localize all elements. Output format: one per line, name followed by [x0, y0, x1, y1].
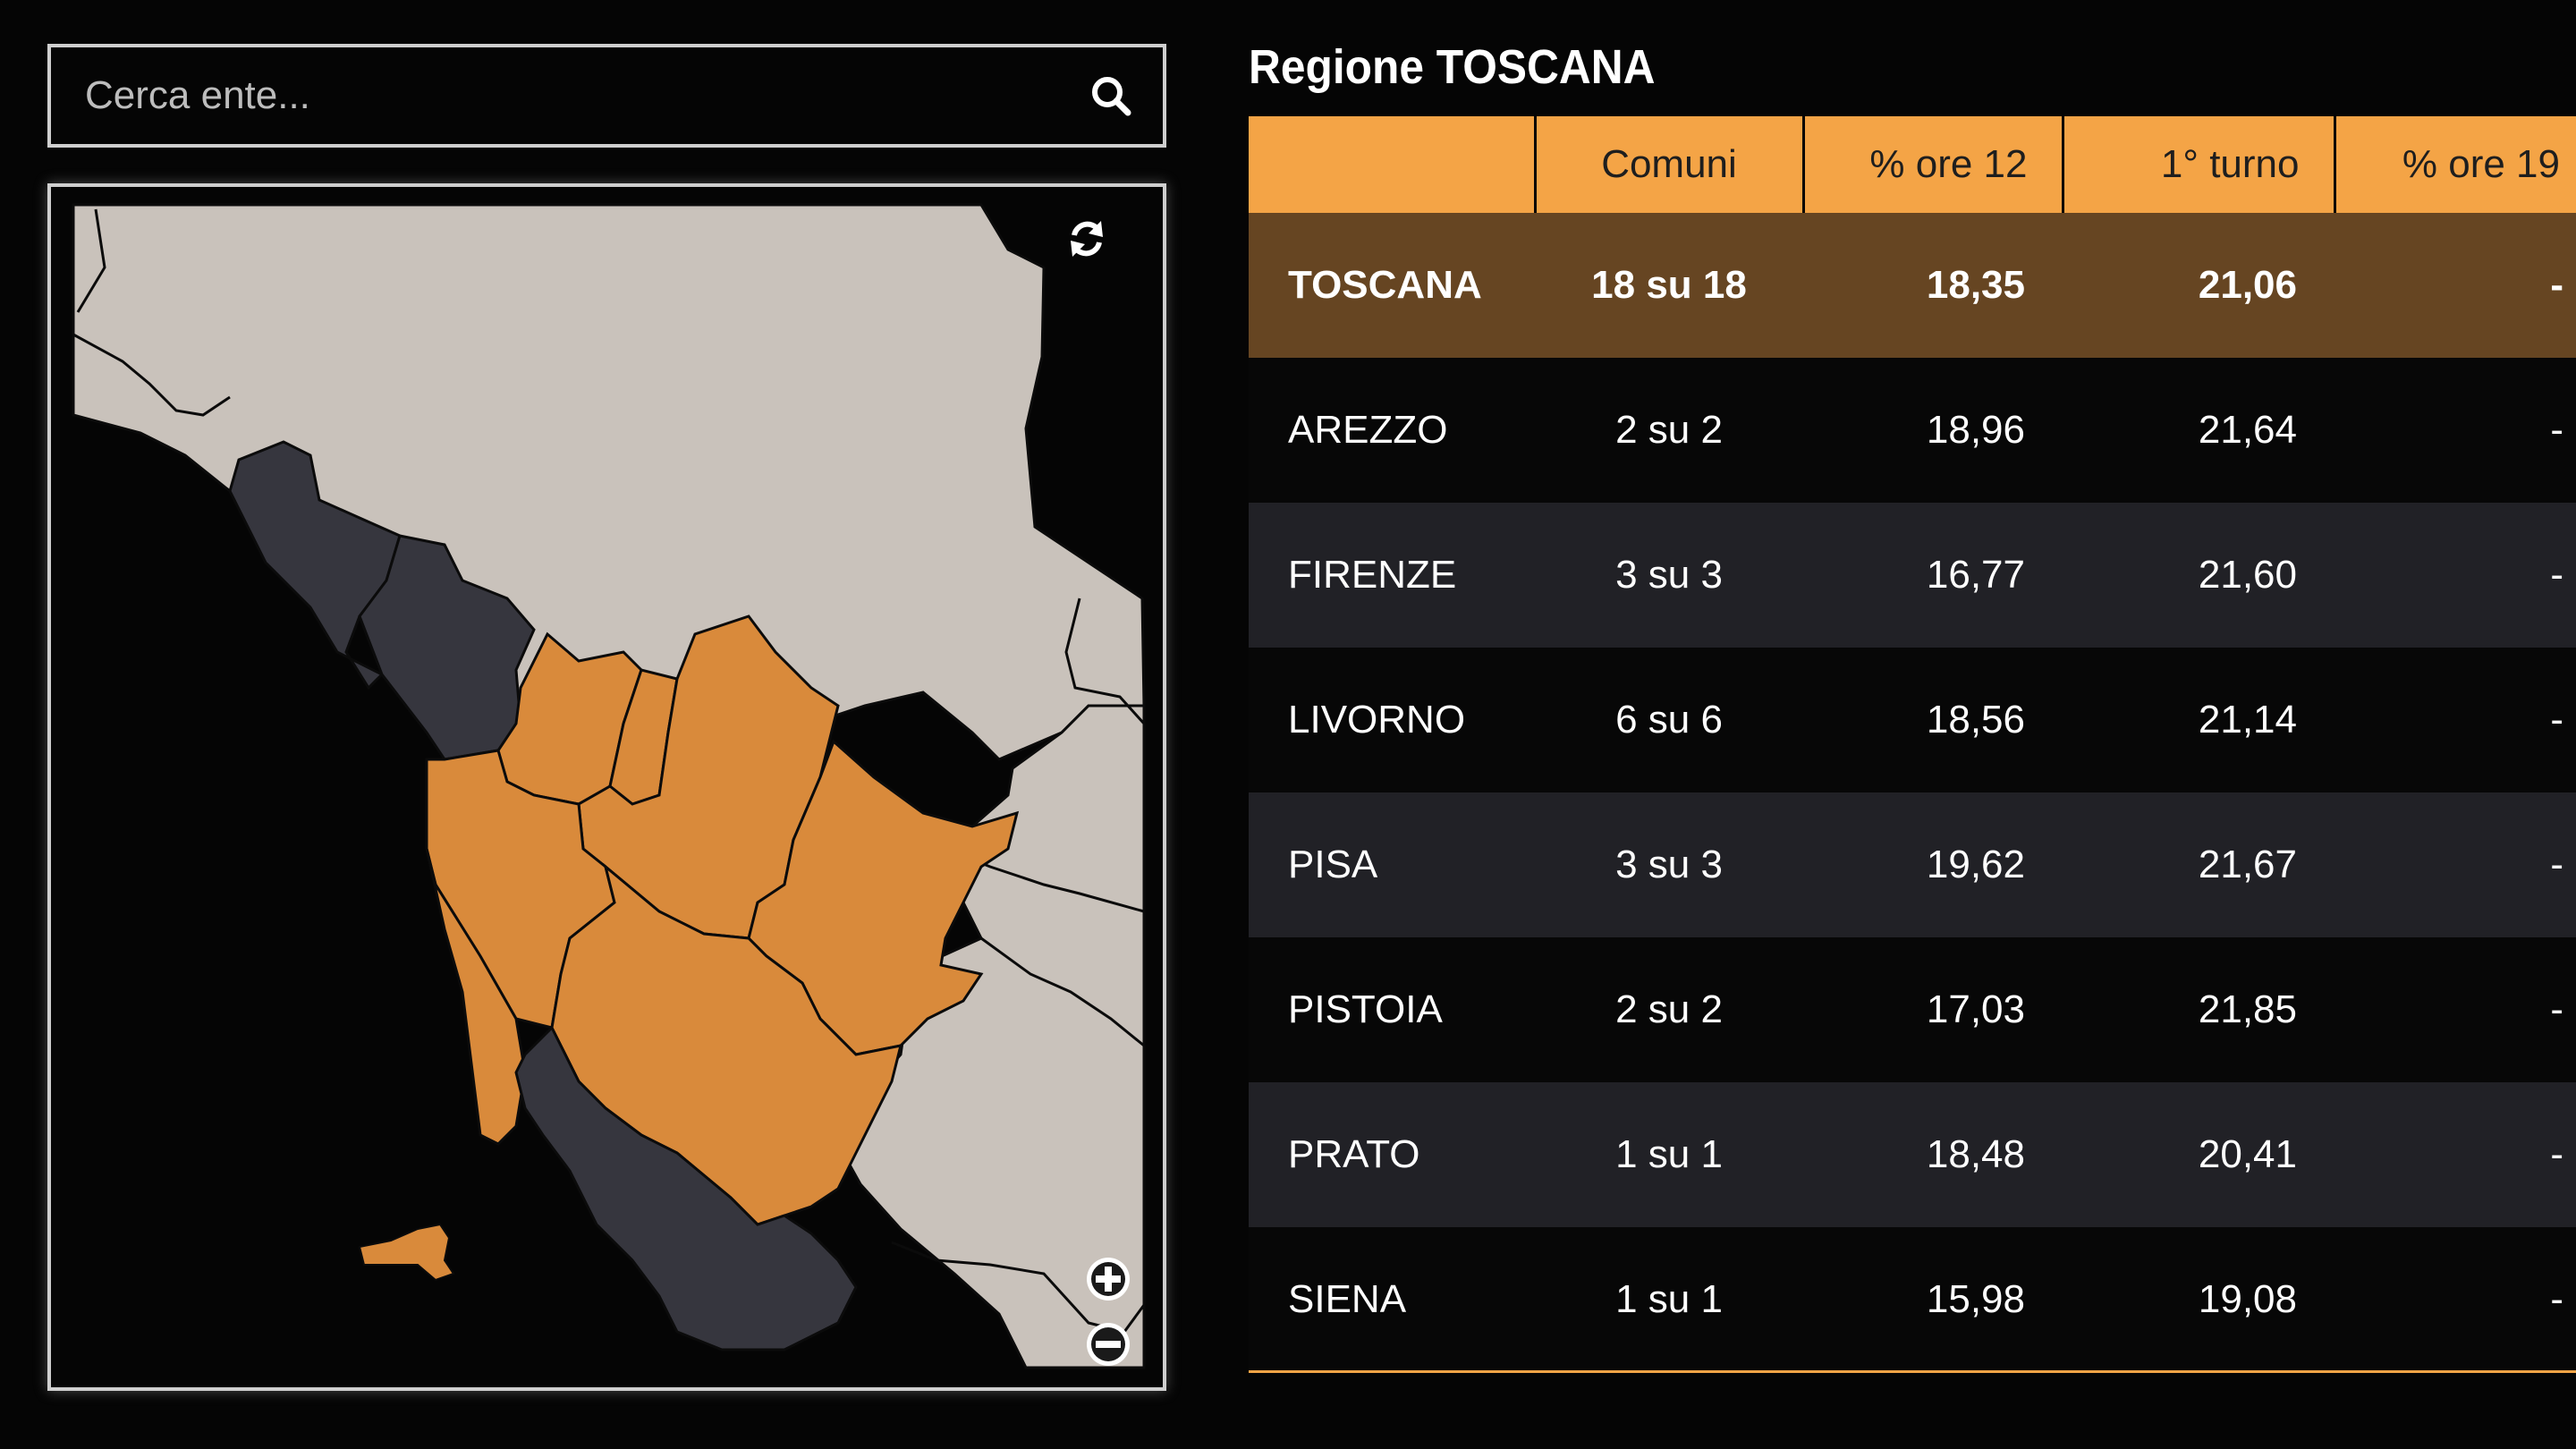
table-bottom-divider: [1249, 1370, 2576, 1373]
cell-ore19: -: [2334, 648, 2576, 792]
cell-comuni: 2 su 2: [1535, 937, 1803, 1082]
cell-ore19: -: [2334, 358, 2576, 503]
map-province-grosseto: [514, 1025, 858, 1352]
cell-ore12: 15,98: [1803, 1227, 2063, 1372]
table-row[interactable]: FIRENZE 3 su 3 16,77 21,60 -: [1249, 503, 2576, 648]
zoom-out-icon[interactable]: [1083, 1319, 1133, 1369]
cell-turno1: 21,67: [2063, 792, 2334, 937]
cell-name: FIRENZE: [1249, 503, 1535, 648]
cell-turno1: 21,85: [2063, 937, 2334, 1082]
cell-ore19: -: [2334, 503, 2576, 648]
cell-ore12: 18,96: [1803, 358, 2063, 503]
cell-comuni: 18 su 18: [1535, 213, 1803, 358]
cell-ore12: 17,03: [1803, 937, 2063, 1082]
cell-ore19: -: [2334, 792, 2576, 937]
cell-ore12: 18,48: [1803, 1082, 2063, 1227]
cell-comuni: 3 su 3: [1535, 792, 1803, 937]
search-box: [47, 44, 1166, 148]
column-header-name: [1249, 116, 1537, 213]
search-input[interactable]: [51, 47, 1084, 144]
cell-name: PISA: [1249, 792, 1535, 937]
zoom-in-icon[interactable]: [1083, 1254, 1133, 1304]
table-row-total[interactable]: TOSCANA 18 su 18 18,35 21,06 -: [1249, 213, 2576, 358]
table-row[interactable]: AREZZO 2 su 2 18,96 21,64 -: [1249, 358, 2576, 503]
map-neighbour-boundaries: [72, 208, 1146, 1334]
map-province-livorno: [425, 848, 527, 1146]
cell-turno1: 20,41: [2063, 1082, 2334, 1227]
table-row[interactable]: SIENA 1 su 1 15,98 19,08 -: [1249, 1227, 2576, 1372]
cell-turno1: 21,60: [2063, 503, 2334, 648]
refresh-icon[interactable]: [1062, 214, 1112, 264]
cell-ore12: 19,62: [1803, 792, 2063, 937]
cell-ore19: -: [2334, 937, 2576, 1082]
table-row[interactable]: PRATO 1 su 1 18,48 20,41 -: [1249, 1082, 2576, 1227]
cell-name: AREZZO: [1249, 358, 1535, 503]
cell-comuni: 3 su 3: [1535, 503, 1803, 648]
cell-ore19: -: [2334, 1227, 2576, 1372]
cell-name: PRATO: [1249, 1082, 1535, 1227]
search-icon[interactable]: [1084, 69, 1138, 123]
cell-turno1: 21,64: [2063, 358, 2334, 503]
cell-turno1: 21,14: [2063, 648, 2334, 792]
cell-name: PISTOIA: [1249, 937, 1535, 1082]
cell-ore12: 16,77: [1803, 503, 2063, 648]
cell-name: LIVORNO: [1249, 648, 1535, 792]
cell-turno1: 19,08: [2063, 1227, 2334, 1372]
region-title: Regione TOSCANA: [1249, 40, 1656, 94]
column-header-ore12[interactable]: % ore 12: [1803, 116, 2064, 213]
cell-name: SIENA: [1249, 1227, 1535, 1372]
cell-turno1: 21,06: [2063, 213, 2334, 358]
table-row[interactable]: LIVORNO 6 su 6 18,56 21,14 -: [1249, 648, 2576, 792]
cell-ore12: 18,56: [1803, 648, 2063, 792]
cell-comuni: 1 su 1: [1535, 1227, 1803, 1372]
table-row[interactable]: PISTOIA 2 su 2 17,03 21,85 -: [1249, 937, 2576, 1082]
cell-ore19: -: [2334, 213, 2576, 358]
column-header-turno1[interactable]: 1° turno: [2063, 116, 2336, 213]
table-header-row: Comuni % ore 12 1° turno % ore 19: [1249, 116, 2576, 213]
column-header-ore19[interactable]: % ore 19: [2334, 116, 2576, 213]
cell-comuni: 1 su 1: [1535, 1082, 1803, 1227]
map-island-elba: [358, 1223, 455, 1282]
column-header-comuni[interactable]: Comuni: [1535, 116, 1805, 213]
cell-ore12: 18,35: [1803, 213, 2063, 358]
cell-comuni: 2 su 2: [1535, 358, 1803, 503]
map-province-lucca: [358, 534, 536, 761]
cell-name: TOSCANA: [1249, 213, 1535, 358]
cell-comuni: 6 su 6: [1535, 648, 1803, 792]
region-map[interactable]: [47, 183, 1166, 1391]
cell-ore19: -: [2334, 1082, 2576, 1227]
table-row[interactable]: PISA 3 su 3 19,62 21,67 -: [1249, 792, 2576, 937]
tuscany-map-canvas: [51, 187, 1163, 1387]
results-table: Comuni % ore 12 1° turno % ore 19 TOSCAN…: [1249, 116, 2576, 1372]
